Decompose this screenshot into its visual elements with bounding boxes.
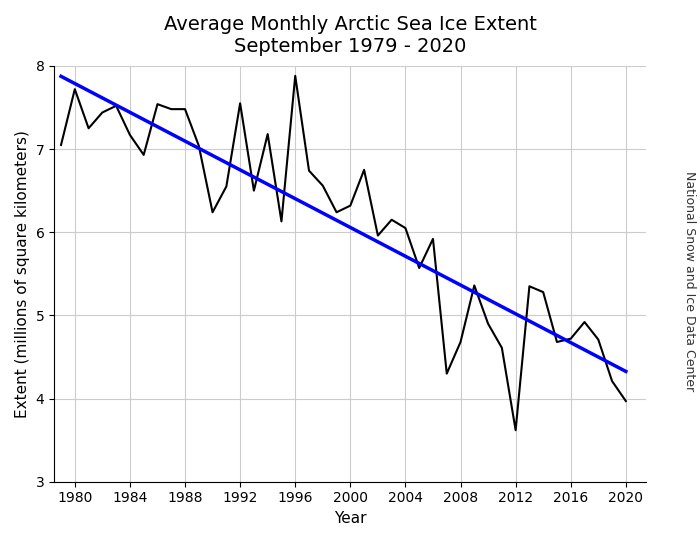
Text: National Snow and Ice Data Center: National Snow and Ice Data Center xyxy=(683,171,696,391)
Y-axis label: Extent (millions of square kilometers): Extent (millions of square kilometers) xyxy=(15,130,30,418)
Title: Average Monthly Arctic Sea Ice Extent
September 1979 - 2020: Average Monthly Arctic Sea Ice Extent Se… xyxy=(164,15,537,56)
X-axis label: Year: Year xyxy=(334,511,367,526)
